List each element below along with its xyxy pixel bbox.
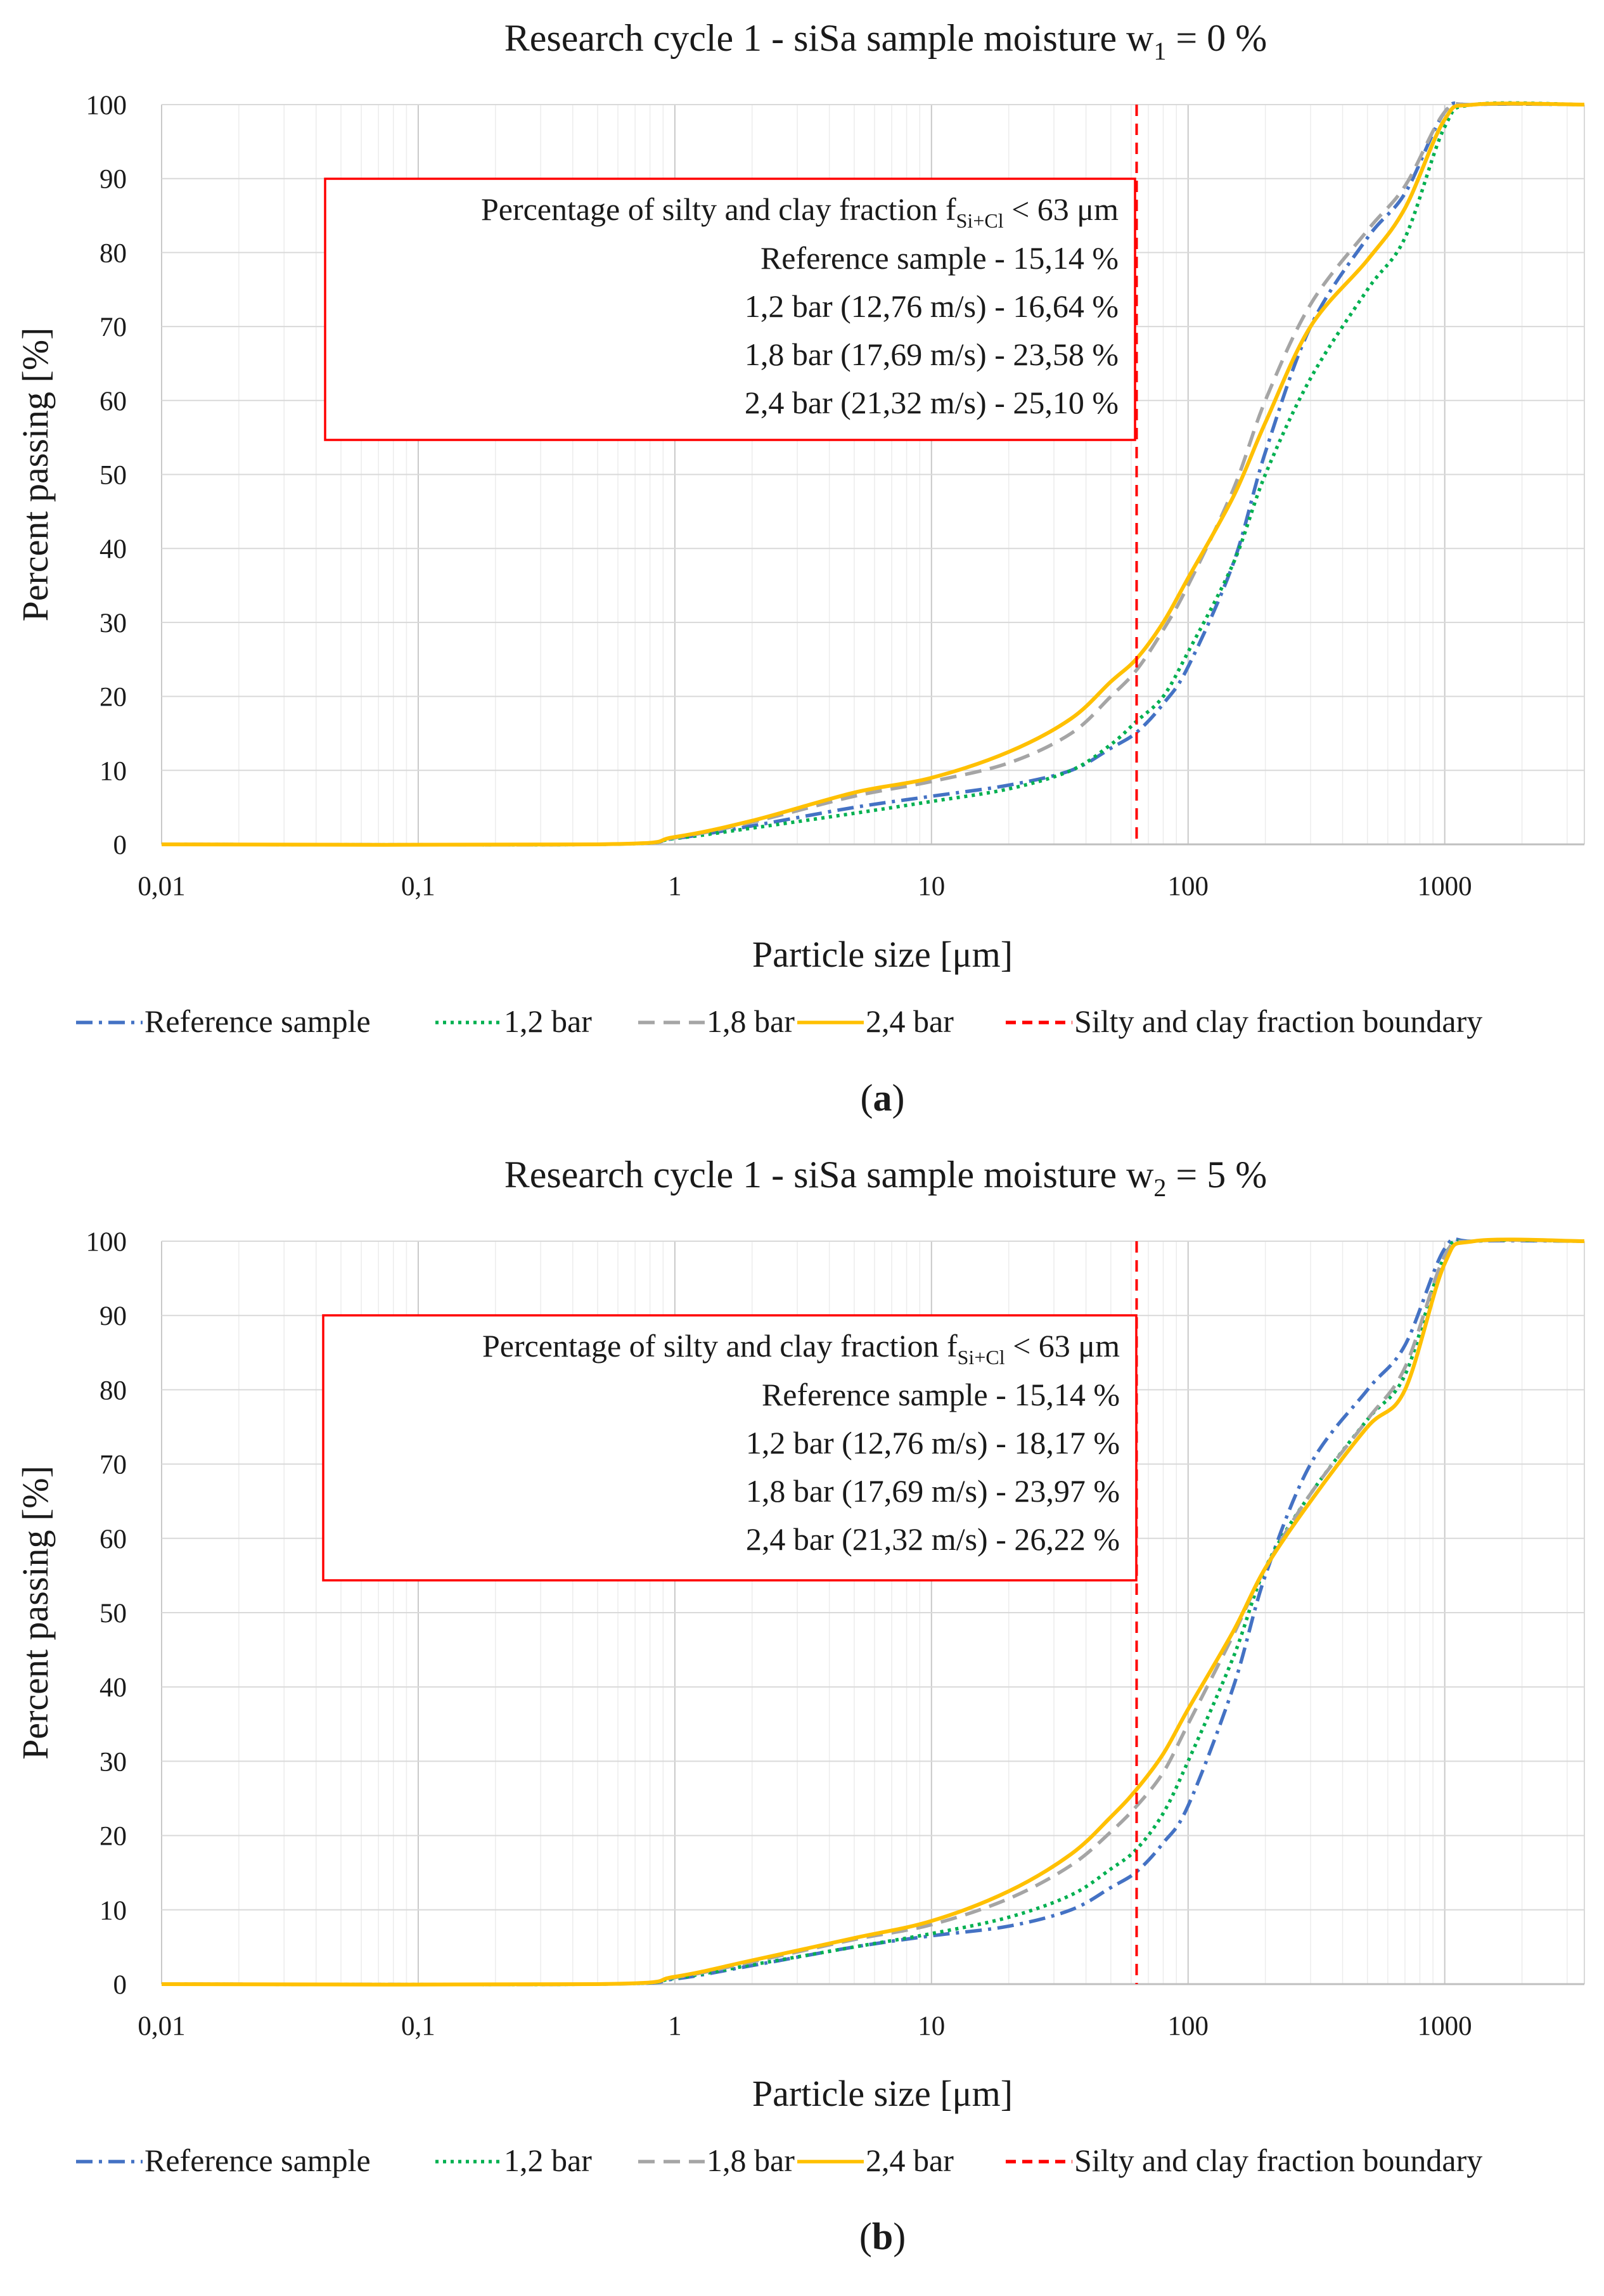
x-tick-label: 0,1 <box>401 872 435 901</box>
legend-label: 2,4 bar <box>866 1003 954 1039</box>
legend-label: Reference sample <box>144 2143 371 2178</box>
y-tick-label: 40 <box>99 534 127 564</box>
chart-title: Research cycle 1 - siSa sample moisture … <box>504 17 1267 65</box>
annotation-line: Reference sample - 15,14 % <box>762 1377 1120 1412</box>
annotation-line: 2,4 bar (21,32 m/s) - 25,10 % <box>745 385 1119 420</box>
x-tick-label: 1000 <box>1418 2011 1472 2041</box>
annotation-line: 2,4 bar (21,32 m/s) - 26,22 % <box>746 1521 1120 1557</box>
series-line-4 <box>161 101 1585 847</box>
y-tick-label: 20 <box>99 683 127 713</box>
legend-label: 1,8 bar <box>707 1003 795 1039</box>
legend-label: 1,2 bar <box>504 2143 592 2178</box>
legend: Reference sample 1,2 bar 1,8 bar 2,4 bar Sil… <box>76 1003 1482 1039</box>
y-axis-label: Percent passing [%] <box>15 328 56 622</box>
annotation-line: 1,2 bar (12,76 m/s) - 16,64 % <box>745 288 1119 324</box>
chart-title: Research cycle 1 - siSa sample moisture … <box>504 1154 1267 1202</box>
panel-label: (b) <box>859 2215 906 2257</box>
grid <box>161 1241 1585 1985</box>
annotation-box <box>322 1314 1138 1582</box>
x-tick-label: 1000 <box>1418 872 1472 901</box>
panel-label-close-paren: ) <box>893 2215 906 2257</box>
y-tick-label: 0 <box>113 1970 127 2000</box>
annotation-heading-subscript: Si+Cl <box>956 209 1004 232</box>
panel-label-letter: b <box>872 2215 893 2257</box>
annotation-box <box>324 177 1136 441</box>
panel-label-open-paren: ( <box>859 2215 872 2257</box>
x-tick-label: 1 <box>668 872 682 901</box>
x-tick-label: 100 <box>1167 872 1209 901</box>
y-axis-label: Percent passing [%] <box>15 1466 56 1760</box>
x-tick-label: 0,01 <box>138 872 185 901</box>
annotation-line: Reference sample - 15,14 % <box>760 240 1119 276</box>
y-tick-label: 40 <box>99 1673 127 1703</box>
chart-title-subscript: 2 <box>1153 1173 1166 1202</box>
legend-label: 1,2 bar <box>504 1003 592 1039</box>
y-tick-label: 80 <box>99 1376 127 1405</box>
series-line-1 <box>161 1237 1585 1987</box>
x-tick-label: 10 <box>918 872 945 901</box>
panel-label: (a) <box>861 1077 905 1119</box>
series-line-2 <box>161 1238 1585 1987</box>
annotation-line: 1,2 bar (12,76 m/s) - 18,17 % <box>746 1425 1120 1461</box>
y-tick-label: 50 <box>99 1599 127 1628</box>
series-group <box>161 1237 1585 1987</box>
chart-title-suffix: = 5 % <box>1166 1154 1267 1196</box>
chart-title-text: Research cycle 1 - siSa sample moisture … <box>504 17 1154 59</box>
chart-panel-a: Research cycle 1 - siSa sample moisture … <box>15 17 1585 1119</box>
chart-title-subscript: 1 <box>1153 37 1166 65</box>
y-tick-label: 90 <box>99 1301 127 1331</box>
annotation-line: 1,8 bar (17,69 m/s) - 23,97 % <box>746 1473 1120 1509</box>
annotation-heading-subscript: Si+Cl <box>958 1346 1005 1369</box>
annotation-line: 1,8 bar (17,69 m/s) - 23,58 % <box>745 337 1119 372</box>
annotation-heading-suffix: < 63 μm <box>1005 1328 1120 1364</box>
y-tick-label: 0 <box>113 830 127 860</box>
y-tick-label: 60 <box>99 1525 127 1554</box>
y-tick-label: 20 <box>99 1822 127 1852</box>
annotation-heading: Percentage of silty and clay fraction fS… <box>481 191 1119 232</box>
legend-label: 1,8 bar <box>707 2143 795 2178</box>
x-axis-label: Particle size [μm] <box>752 2073 1013 2114</box>
x-axis-label: Particle size [μm] <box>752 934 1013 975</box>
y-tick-label: 70 <box>99 313 127 342</box>
chart-title-suffix: = 0 % <box>1166 17 1267 59</box>
y-tick-label: 100 <box>86 1227 127 1257</box>
y-tick-label: 50 <box>99 461 127 491</box>
legend: Reference sample 1,2 bar 1,8 bar 2,4 bar Sil… <box>76 2143 1482 2178</box>
series-line-4 <box>161 1237 1585 1987</box>
y-tick-label: 10 <box>99 756 127 786</box>
legend-label: Reference sample <box>144 1003 371 1039</box>
series-line-1 <box>161 101 1585 847</box>
y-tick-label: 10 <box>99 1896 127 1926</box>
x-tick-label: 0,01 <box>138 2011 185 2041</box>
y-tick-label: 30 <box>99 609 127 638</box>
x-tick-label: 100 <box>1167 2011 1209 2041</box>
annotation-heading: Percentage of silty and clay fraction fS… <box>482 1328 1120 1369</box>
annotation-heading-text: Percentage of silty and clay fraction f <box>481 191 956 227</box>
y-tick-label: 80 <box>99 238 127 268</box>
y-tick-label: 60 <box>99 387 127 416</box>
x-tick-label: 10 <box>918 2011 945 2041</box>
panel-label-letter: a <box>873 1077 892 1119</box>
y-tick-label: 90 <box>99 165 127 195</box>
chart-panel-b: Research cycle 1 - siSa sample moisture … <box>15 1154 1585 2257</box>
legend-label: Silty and clay fraction boundary <box>1074 1003 1482 1039</box>
annotation-heading-suffix: < 63 μm <box>1004 191 1119 227</box>
legend-label: 2,4 bar <box>866 2143 954 2178</box>
legend-label: Silty and clay fraction boundary <box>1074 2143 1482 2178</box>
annotation-heading-text: Percentage of silty and clay fraction f <box>482 1328 958 1364</box>
panel-label-close-paren: ) <box>892 1077 905 1119</box>
y-tick-label: 30 <box>99 1747 127 1777</box>
panel-label-open-paren: ( <box>861 1077 873 1119</box>
chart-title-text: Research cycle 1 - siSa sample moisture … <box>504 1154 1154 1196</box>
y-tick-label: 100 <box>86 91 127 120</box>
x-tick-label: 1 <box>668 2011 682 2041</box>
y-tick-label: 70 <box>99 1450 127 1480</box>
x-tick-label: 0,1 <box>401 2011 435 2041</box>
